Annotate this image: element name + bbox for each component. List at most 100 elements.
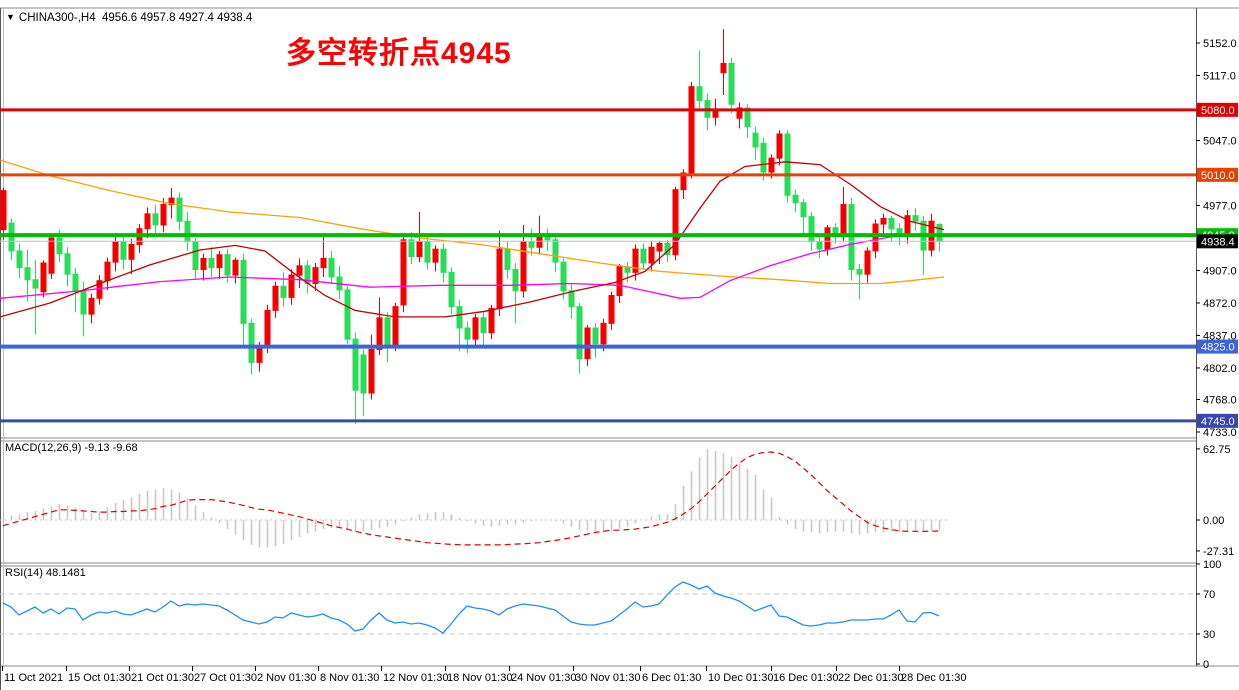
ma-orange-line	[0, 159, 945, 285]
candle-body	[632, 248, 639, 273]
candle-body	[80, 290, 87, 315]
candle-body	[16, 250, 23, 269]
candle-body	[912, 215, 919, 222]
candle-body	[296, 265, 303, 276]
candle-body	[808, 216, 815, 243]
candle-body	[360, 354, 367, 394]
candle-body	[416, 241, 423, 258]
candle-body	[184, 220, 191, 243]
date-label: 22 Dec 01:30	[838, 672, 903, 684]
candle-body	[64, 253, 71, 275]
date-label: 15 Oct 01:30	[68, 672, 131, 684]
candle-body	[160, 204, 167, 226]
candle-body	[112, 241, 119, 263]
candle-body	[168, 197, 175, 206]
turning-point-annotation: 多空转折点4945	[286, 37, 512, 70]
candle-body	[128, 243, 135, 260]
candle-body	[864, 250, 871, 275]
date-label: 11 Oct 2021	[4, 672, 63, 684]
macd-indicator-label: MACD(12,26,9) -9.13 -9.68	[5, 442, 138, 454]
rsi-axis-label: 70	[1203, 589, 1215, 601]
candle-body	[656, 243, 663, 252]
price-axis: 5152.0 5117.0 5047.0 4977.0 4907.0 4872.0 4837…	[1196, 38, 1238, 439]
price-tag-label: 4825.0	[1201, 342, 1235, 354]
candle-body	[120, 241, 127, 260]
candle-body	[464, 327, 471, 340]
candle-body	[272, 285, 279, 311]
candle-body	[400, 239, 407, 306]
date-label: 2 Nov 01:30	[257, 672, 316, 684]
macd-axis-label: 0.00	[1203, 515, 1224, 527]
price-tag-label: 4745.0	[1201, 416, 1235, 428]
candle-body	[728, 62, 735, 105]
macd-signal-line	[2, 451, 940, 546]
rsi-axis-label: 30	[1203, 629, 1215, 641]
candle-body	[0, 190, 7, 231]
candle-body	[552, 239, 559, 263]
date-label: 28 Dec 01:30	[901, 672, 966, 684]
macd-panel: 62.75 0.00 -27.31	[0, 444, 1234, 558]
price-tick-label: 4802.0	[1203, 363, 1237, 375]
date-label: 30 Nov 01:30	[575, 672, 640, 684]
candle-body	[744, 107, 751, 128]
candle-body	[312, 267, 319, 284]
candle-body	[408, 239, 415, 258]
candle-body	[232, 259, 239, 276]
rsi-indicator-label: RSI(14) 48.1481	[5, 567, 86, 579]
candle-body	[424, 241, 431, 263]
candle-body	[816, 241, 823, 250]
candle-body	[720, 62, 727, 74]
symbol-ohlc-text: CHINA300-,H4 4956.6 4957.8 4927.4 4938.4	[18, 12, 253, 24]
price-tick-label: 5152.0	[1203, 38, 1237, 50]
candle-body	[152, 213, 159, 226]
date-label: 16 Dec 01:30	[773, 672, 838, 684]
candle-body	[600, 322, 607, 345]
dropdown-arrow-icon[interactable]: ▼	[6, 12, 15, 22]
price-tick-label: 4977.0	[1203, 200, 1237, 212]
date-label: 6 Dec 01:30	[642, 672, 701, 684]
date-label: 12 Nov 01:30	[383, 672, 448, 684]
candle-body	[576, 306, 583, 360]
horizontal-lines	[0, 108, 1196, 423]
candle-body	[280, 285, 287, 298]
candle-body	[696, 86, 703, 102]
candle-body	[432, 248, 439, 263]
candle-body	[376, 317, 383, 350]
price-tag	[1197, 339, 1238, 354]
candle-body	[176, 197, 183, 222]
candle-body	[800, 202, 807, 218]
date-label: 24 Nov 01:30	[511, 672, 576, 684]
candle-body	[72, 273, 79, 292]
candle-body	[520, 241, 527, 292]
candle-body	[192, 241, 199, 271]
candle-body	[472, 317, 479, 340]
candles-layer	[0, 29, 943, 424]
candle-body	[936, 223, 943, 242]
candle-body	[648, 246, 655, 264]
candle-body	[608, 295, 615, 324]
candle-body	[392, 306, 399, 347]
candle-body	[328, 257, 335, 278]
candle-body	[264, 309, 271, 347]
candle-body	[208, 257, 215, 269]
candle-body	[288, 274, 295, 298]
candle-body	[496, 248, 503, 310]
candle-body	[752, 132, 759, 148]
price-tag	[1197, 413, 1238, 428]
candle-body	[384, 317, 391, 347]
price-tag-label: 5010.0	[1201, 170, 1235, 182]
candle-body	[32, 279, 39, 289]
price-tick-label: 4733.0	[1203, 427, 1237, 439]
candle-body	[216, 254, 223, 269]
rsi-axis-label: 0	[1203, 659, 1209, 671]
macd-axis-label: 62.75	[1203, 444, 1231, 456]
chart-title: ▼ CHINA300-,H4 4956.6 4957.8 4927.4 4938.…	[6, 12, 252, 24]
candle-body	[504, 248, 511, 271]
date-label: 10 Dec 01:30	[708, 672, 773, 684]
candle-body	[688, 86, 695, 174]
candle-body	[792, 194, 799, 204]
date-axis: 11 Oct 2021 15 Oct 01:30 21 Oct 01:30 27 Oc…	[2, 666, 966, 684]
candle-body	[104, 261, 111, 282]
candle-body	[784, 133, 791, 196]
